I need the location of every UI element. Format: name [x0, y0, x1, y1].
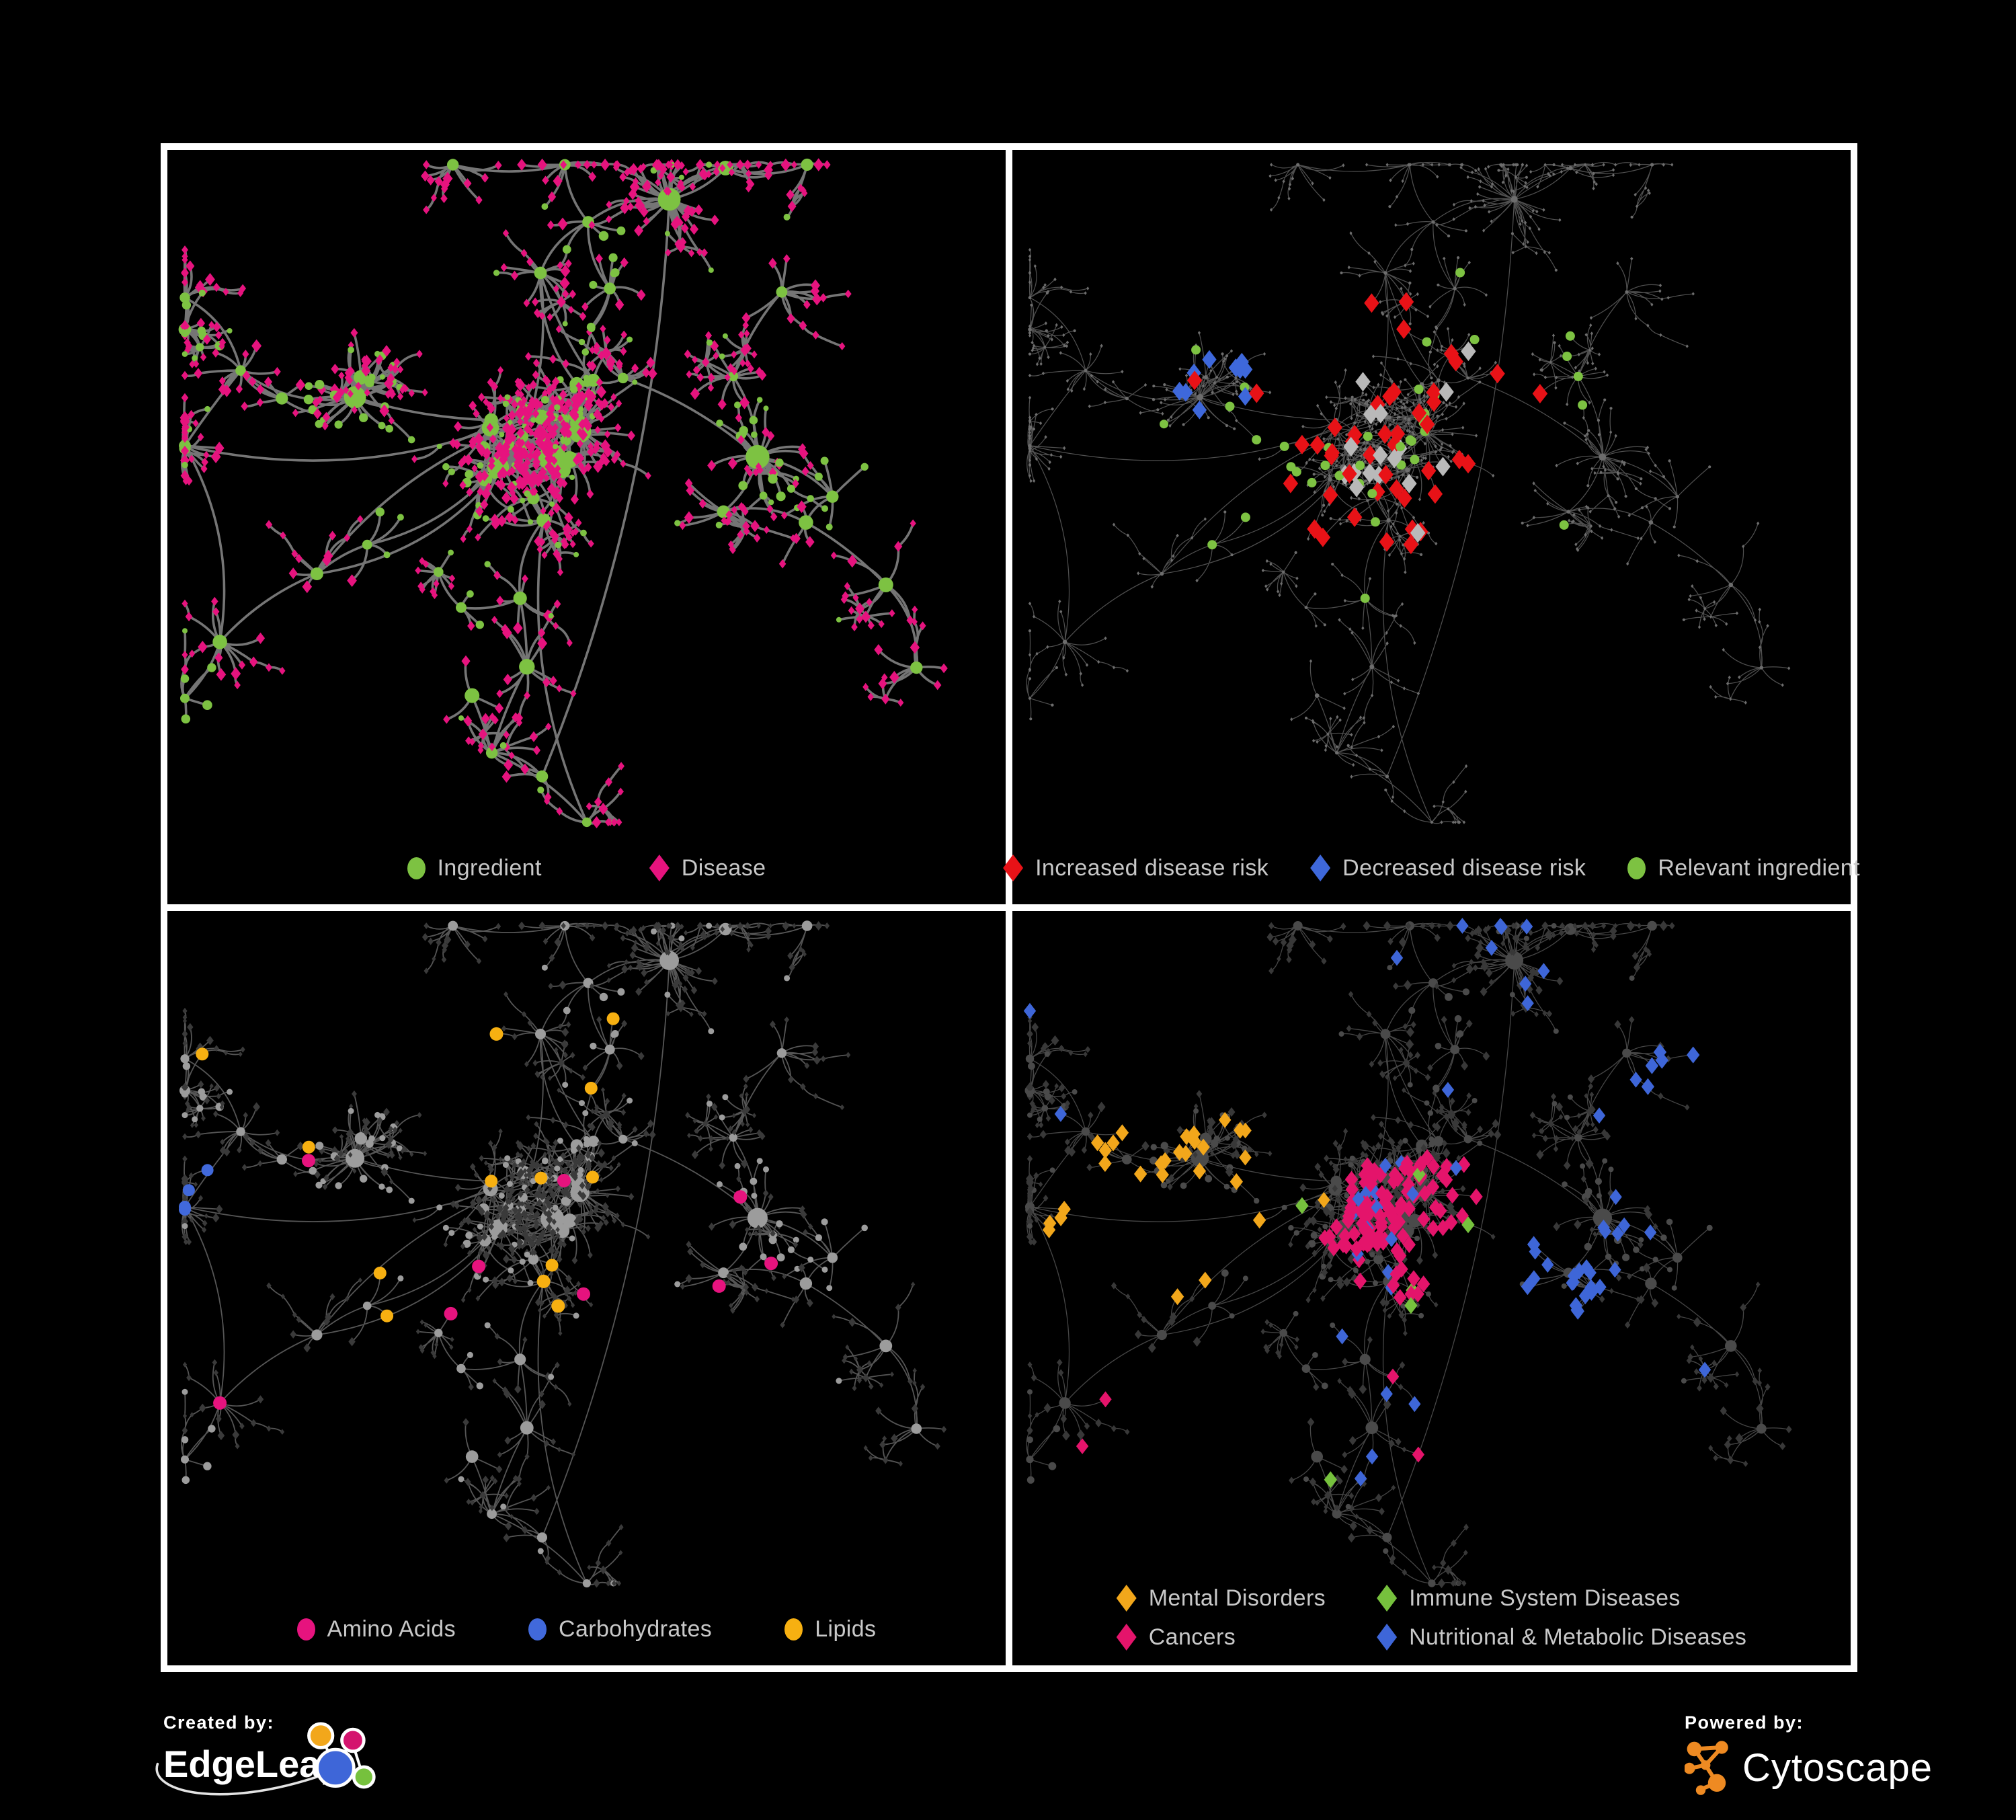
circle-swatch-icon [1627, 857, 1646, 879]
horizontal-divider [167, 904, 1851, 911]
legend-label: Cancers [1148, 1624, 1236, 1650]
legend-label: Decreased disease risk [1342, 855, 1586, 881]
diamond-swatch-icon [1003, 855, 1024, 881]
powered-by-block: Powered by: [1685, 1712, 1967, 1813]
panel-disease-risk: Increased disease risk Decreased disease … [1003, 150, 1860, 904]
legend-item: Decreased disease risk [1310, 855, 1586, 881]
network-graph-disease-categories [1023, 918, 1792, 1589]
legend-item: Nutritional & Metabolic Diseases [1377, 1624, 1746, 1651]
circle-swatch-icon [784, 1618, 803, 1640]
legend-item: Amino Acids [296, 1616, 456, 1643]
panel-grid: Ingredient Disease Increased disease risk… [161, 143, 1860, 1672]
legend-label: Relevant ingredient [1658, 855, 1860, 881]
circle-swatch-icon [528, 1618, 547, 1640]
edgeleap-logo-icon [307, 1722, 376, 1789]
network-graph-nutrient-classes [179, 920, 947, 1588]
network-graph-disease-risk [1026, 161, 1791, 824]
legend-label: Disease [681, 855, 766, 881]
diamond-swatch-icon [1377, 1624, 1398, 1651]
legend-item: Mental Disorders [1116, 1585, 1326, 1612]
diamond-swatch-icon [649, 855, 670, 881]
panel-ingredient-disease: Ingredient Disease [167, 150, 1006, 904]
legend-label: Increased disease risk [1035, 855, 1269, 881]
legend-label: Nutritional & Metabolic Diseases [1409, 1624, 1747, 1650]
edgeleap-swoosh [155, 1762, 335, 1796]
nodes-layer [178, 158, 948, 828]
legend-item: Relevant ingredient [1627, 855, 1860, 881]
created-by-label: Created by: [163, 1712, 275, 1733]
legend-label: Immune System Diseases [1409, 1585, 1681, 1611]
diamond-swatch-icon [1310, 855, 1331, 881]
legend-item: Immune System Diseases [1377, 1585, 1746, 1612]
legend-label: Mental Disorders [1148, 1585, 1326, 1611]
panel-nutrient-classes: Amino Acids Carbohydrates Lipids [167, 911, 1006, 1665]
legend-label: Ingredient [437, 855, 542, 881]
circle-swatch-icon [296, 1618, 315, 1640]
legend-item: Ingredient [407, 855, 542, 881]
legend-nutrient-classes: Amino Acids Carbohydrates Lipids [167, 1616, 1006, 1643]
circle-swatch-icon [407, 857, 426, 879]
nodes-layer [1023, 918, 1792, 1589]
cytoscape-logo-icon [1685, 1741, 1728, 1795]
legend-ingredient-disease: Ingredient Disease [167, 855, 1006, 881]
legend-disease-categories: Mental Disorders Immune System Diseases Ca… [1012, 1585, 1851, 1651]
legend-item: Disease [649, 855, 766, 881]
legend-disease-risk: Increased disease risk Decreased disease … [1003, 855, 1860, 881]
nodes-layer [1028, 163, 1791, 824]
cytoscape-wordmark: Cytoscape [1742, 1745, 1933, 1790]
legend-item: Lipids [784, 1616, 876, 1643]
diamond-swatch-icon [1116, 1624, 1137, 1651]
edgeleap-wordmark: EdgeLeap [163, 1743, 344, 1785]
diamond-swatch-icon [1116, 1585, 1137, 1612]
legend-item: Carbohydrates [528, 1616, 712, 1643]
created-by-block: Created by: EdgeLeap [155, 1712, 446, 1813]
legend-label: Amino Acids [327, 1616, 456, 1642]
legend-label: Carbohydrates [559, 1616, 713, 1642]
panel-disease-categories: Mental Disorders Immune System Diseases Ca… [1012, 911, 1851, 1665]
legend-item: Cancers [1116, 1624, 1326, 1651]
diamond-swatch-icon [1377, 1585, 1398, 1612]
legend-label: Lipids [815, 1616, 877, 1642]
legend-item: Increased disease risk [1003, 855, 1268, 881]
nodes-layer [179, 920, 947, 1588]
network-graph-ingredient-disease [178, 158, 948, 828]
powered-by-label: Powered by: [1685, 1712, 1804, 1733]
